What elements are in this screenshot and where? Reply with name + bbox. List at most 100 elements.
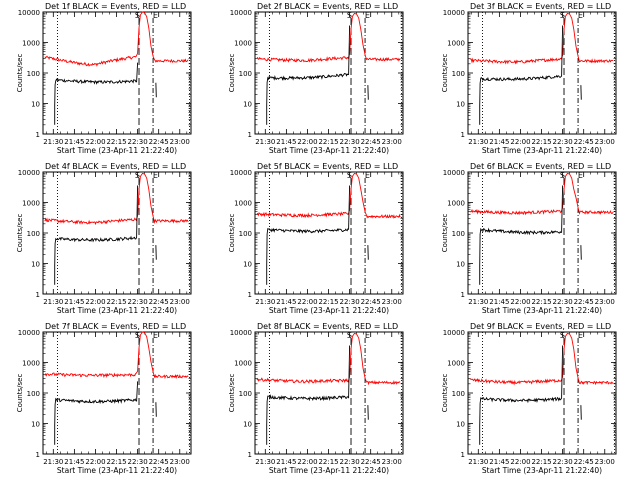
y-axis-label: Counts/sec bbox=[441, 214, 449, 253]
x-tick-label: 22:45 bbox=[574, 458, 594, 466]
x-tick-label: 22:45 bbox=[361, 138, 381, 146]
y-tick-label: 10000 bbox=[230, 9, 252, 17]
y-tick-label: 1000 bbox=[234, 40, 252, 48]
x-tick-label: 23:00 bbox=[595, 298, 615, 306]
y-tick-label: 1 bbox=[36, 451, 40, 459]
x-tick-label: 22:15 bbox=[106, 138, 126, 146]
x-tick-label: 22:15 bbox=[531, 298, 551, 306]
y-axis-label: Counts/sec bbox=[441, 54, 449, 93]
x-tick-label: 22:45 bbox=[361, 298, 381, 306]
plot-frame bbox=[467, 11, 617, 135]
end-marker-label: E bbox=[153, 331, 158, 340]
x-tick-label: 21:45 bbox=[64, 458, 84, 466]
lld-series-line bbox=[256, 332, 401, 386]
x-tick-label: 22:45 bbox=[149, 458, 169, 466]
x-tick-label: 22:30 bbox=[340, 298, 360, 306]
y-tick-label: 10 bbox=[456, 421, 465, 429]
x-axis-label: Start Time (23-Apr-11 21:22:40) bbox=[57, 466, 177, 475]
y-tick-label: 1 bbox=[461, 291, 465, 299]
start-marker-label: S bbox=[560, 331, 565, 340]
plot-frame bbox=[467, 331, 617, 455]
events-series-line bbox=[479, 185, 564, 267]
y-tick-label: 1000 bbox=[234, 360, 252, 368]
x-tick-label: 21:45 bbox=[489, 458, 509, 466]
y-tick-label: 10 bbox=[31, 101, 40, 109]
y-tick-label: 10000 bbox=[230, 169, 252, 177]
detector-panel-1: Det 1f BLACK = Events, RED = LLD 1 10 100 10… bbox=[16, 2, 192, 155]
detector-panel-4: Det 4f BLACK = Events, RED = LLD 1 10 100 10… bbox=[16, 162, 192, 315]
plot-frame bbox=[254, 171, 404, 295]
x-tick-label: 22:00 bbox=[85, 298, 105, 306]
x-tick-label: 23:00 bbox=[382, 298, 402, 306]
y-tick-label: 100 bbox=[27, 230, 40, 238]
x-tick-label: 22:30 bbox=[128, 298, 148, 306]
x-tick-label: 22:30 bbox=[553, 458, 573, 466]
end-marker-label: E bbox=[153, 11, 158, 20]
events-series-line bbox=[54, 62, 139, 107]
panel-title: Det 9f BLACK = Events, RED = LLD bbox=[470, 322, 611, 331]
x-axis-label: Start Time (23-Apr-11 21:22:40) bbox=[482, 306, 602, 315]
plot-frame bbox=[254, 331, 404, 455]
y-tick-label: 100 bbox=[452, 70, 465, 78]
y-tick-label: 100 bbox=[27, 390, 40, 398]
panel-title: Det 1f BLACK = Events, RED = LLD bbox=[45, 2, 186, 11]
y-tick-label: 10 bbox=[243, 101, 252, 109]
x-axis-label: Start Time (23-Apr-11 21:22:40) bbox=[482, 466, 602, 475]
events-series-line bbox=[266, 185, 351, 267]
x-tick-label: 22:30 bbox=[128, 138, 148, 146]
x-tick-label: 21:45 bbox=[64, 298, 84, 306]
y-tick-label: 1000 bbox=[447, 40, 465, 48]
y-tick-label: 10 bbox=[31, 261, 40, 269]
x-axis-label: Start Time (23-Apr-11 21:22:40) bbox=[269, 146, 389, 155]
x-tick-label: 23:00 bbox=[170, 458, 190, 466]
end-marker-label: E bbox=[365, 331, 370, 340]
start-marker-label: S bbox=[347, 171, 352, 180]
x-tick-label: 22:45 bbox=[149, 138, 169, 146]
x-tick-label: 21:30 bbox=[468, 458, 488, 466]
x-tick-label: 22:30 bbox=[340, 458, 360, 466]
end-marker-label: E bbox=[578, 171, 583, 180]
y-tick-label: 1000 bbox=[22, 360, 40, 368]
x-tick-label: 23:00 bbox=[595, 138, 615, 146]
start-marker-label: S bbox=[347, 11, 352, 20]
x-tick-label: 21:30 bbox=[468, 138, 488, 146]
detector-panel-9: Det 9f BLACK = Events, RED = LLD 1 10 100 10… bbox=[441, 322, 617, 475]
y-tick-label: 1000 bbox=[234, 200, 252, 208]
events-series-line bbox=[266, 25, 351, 107]
x-tick-label: 22:30 bbox=[340, 138, 360, 146]
start-marker-label: S bbox=[560, 171, 565, 180]
y-tick-label: 1 bbox=[461, 451, 465, 459]
lld-series-line bbox=[256, 12, 401, 63]
plot-frame bbox=[42, 171, 192, 295]
plot-frame bbox=[42, 331, 192, 455]
x-tick-label: 22:00 bbox=[297, 138, 317, 146]
x-tick-label: 23:00 bbox=[382, 138, 402, 146]
lld-series-line bbox=[44, 172, 189, 226]
x-axis-label: Start Time (23-Apr-11 21:22:40) bbox=[482, 146, 602, 155]
y-tick-label: 10 bbox=[31, 421, 40, 429]
x-tick-label: 21:30 bbox=[255, 298, 275, 306]
x-tick-label: 23:00 bbox=[382, 458, 402, 466]
x-tick-label: 22:15 bbox=[106, 298, 126, 306]
end-marker-label: E bbox=[578, 331, 583, 340]
x-tick-label: 21:45 bbox=[276, 298, 296, 306]
detector-panel-5: Det 5f BLACK = Events, RED = LLD 1 10 100 10… bbox=[228, 162, 404, 315]
lld-series-line bbox=[469, 332, 614, 386]
panel-title: Det 4f BLACK = Events, RED = LLD bbox=[45, 162, 186, 171]
y-tick-label: 1 bbox=[248, 451, 252, 459]
x-tick-label: 21:30 bbox=[255, 138, 275, 146]
y-axis-label: Counts/sec bbox=[16, 374, 24, 413]
end-marker-label: E bbox=[365, 11, 370, 20]
x-tick-label: 23:00 bbox=[170, 298, 190, 306]
events-series-line bbox=[266, 345, 351, 427]
x-tick-label: 23:00 bbox=[170, 138, 190, 146]
x-tick-label: 22:45 bbox=[574, 298, 594, 306]
y-tick-label: 10000 bbox=[18, 9, 40, 17]
panel-title: Det 5f BLACK = Events, RED = LLD bbox=[257, 162, 398, 171]
panel-title: Det 6f BLACK = Events, RED = LLD bbox=[470, 162, 611, 171]
y-tick-label: 1 bbox=[248, 291, 252, 299]
x-axis-label: Start Time (23-Apr-11 21:22:40) bbox=[269, 466, 389, 475]
x-tick-label: 22:00 bbox=[510, 138, 530, 146]
x-tick-label: 22:15 bbox=[106, 458, 126, 466]
